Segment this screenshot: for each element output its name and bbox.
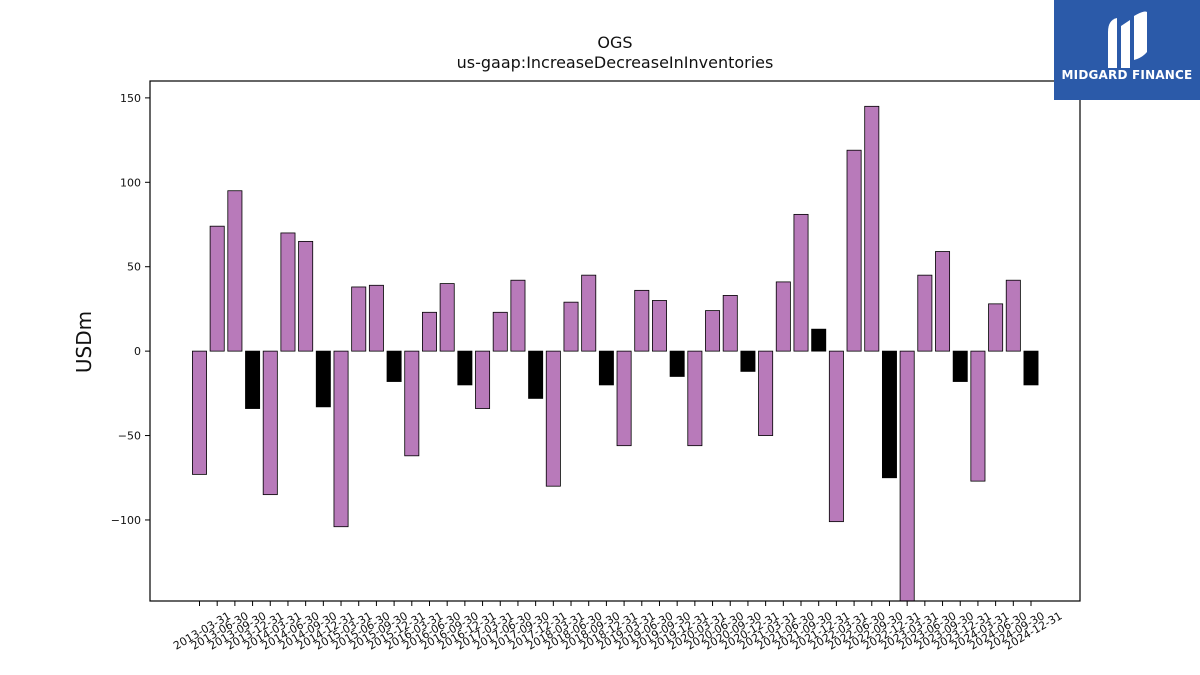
y-tick-label: −100: [111, 514, 141, 527]
bar-2017-03-31: [475, 350, 491, 409]
bar-2019-06-30: [634, 289, 650, 352]
bar-2017-12-31: [528, 350, 544, 399]
bar-2019-09-30: [652, 300, 667, 352]
bar-2024-09-30: [1005, 279, 1021, 352]
bar-2021-03-31: [758, 350, 774, 436]
bar-2024-12-31: [1023, 350, 1039, 386]
bar-2021-06-30: [775, 281, 791, 352]
bar-2017-06-30: [492, 311, 508, 352]
bar-2014-03-31: [262, 350, 278, 496]
bar-2022-03-31: [828, 350, 844, 523]
bar-2015-09-30: [368, 284, 384, 352]
bar-2018-09-30: [581, 274, 597, 352]
y-tick-label: 100: [120, 176, 141, 189]
bar-2015-03-31: [333, 350, 349, 528]
bar-2020-06-30: [705, 310, 721, 352]
bar-2022-06-30: [846, 149, 862, 352]
bar-2022-09-30: [864, 105, 880, 352]
bar-2023-06-30: [917, 274, 933, 352]
brand-logo-text: MIDGARD FINANCE: [1061, 68, 1193, 82]
chart-title: OGS: [597, 33, 632, 52]
bar-2014-09-30: [298, 240, 314, 352]
bar-2020-03-31: [687, 350, 703, 447]
bar-2021-12-31: [811, 328, 827, 352]
bar-2020-12-31: [740, 350, 756, 372]
brand-logo: MIDGARD FINANCE: [1054, 0, 1200, 100]
y-axis-label: USDm: [72, 311, 96, 373]
bar-2019-03-31: [616, 350, 632, 447]
bar-2015-06-30: [351, 286, 367, 352]
bar-2024-06-30: [988, 303, 1004, 352]
bar-2018-12-31: [598, 350, 614, 386]
bar-2019-12-31: [669, 350, 685, 377]
bar-2022-12-31: [881, 350, 897, 479]
chart-subtitle: us-gaap:IncreaseDecreaseInInventories: [457, 53, 774, 72]
bar-2016-12-31: [457, 350, 473, 386]
bar-2013-12-31: [245, 350, 261, 409]
bar-2013-03-31: [192, 350, 207, 475]
bar-2023-09-30: [935, 251, 951, 352]
bar-2013-09-30: [227, 190, 243, 352]
y-tick-label: 50: [127, 261, 141, 274]
bar-2023-03-31: [899, 350, 915, 602]
bar-2024-03-31: [970, 350, 986, 482]
bar-2013-06-30: [209, 225, 225, 352]
bar-2018-06-30: [563, 301, 579, 352]
bars-group: [192, 105, 1039, 602]
bar-2021-09-30: [793, 213, 809, 352]
bar-2014-06-30: [280, 232, 296, 352]
bar-2017-09-30: [510, 279, 526, 352]
y-tick-label: 150: [120, 92, 141, 105]
bar-2018-03-31: [545, 350, 561, 487]
bar-2016-06-30: [422, 311, 437, 352]
y-tick-label: −50: [118, 430, 141, 443]
brand-logo-icon: [1108, 11, 1147, 68]
plot-frame: [149, 80, 1081, 602]
y-tick-label: 0: [134, 345, 141, 358]
y-ticks-group: 150 100 50 0 −50 −100: [111, 92, 150, 527]
bar-2015-12-31: [386, 350, 402, 382]
bar-2014-12-31: [315, 350, 331, 408]
bar-2016-03-31: [404, 350, 420, 457]
bar-2023-12-31: [952, 350, 968, 382]
x-ticks-group: 2013-03-312013-06-302013-09-302013-12-31…: [171, 601, 1065, 653]
bar-2016-09-30: [439, 283, 455, 352]
bar-2020-09-30: [722, 295, 738, 352]
